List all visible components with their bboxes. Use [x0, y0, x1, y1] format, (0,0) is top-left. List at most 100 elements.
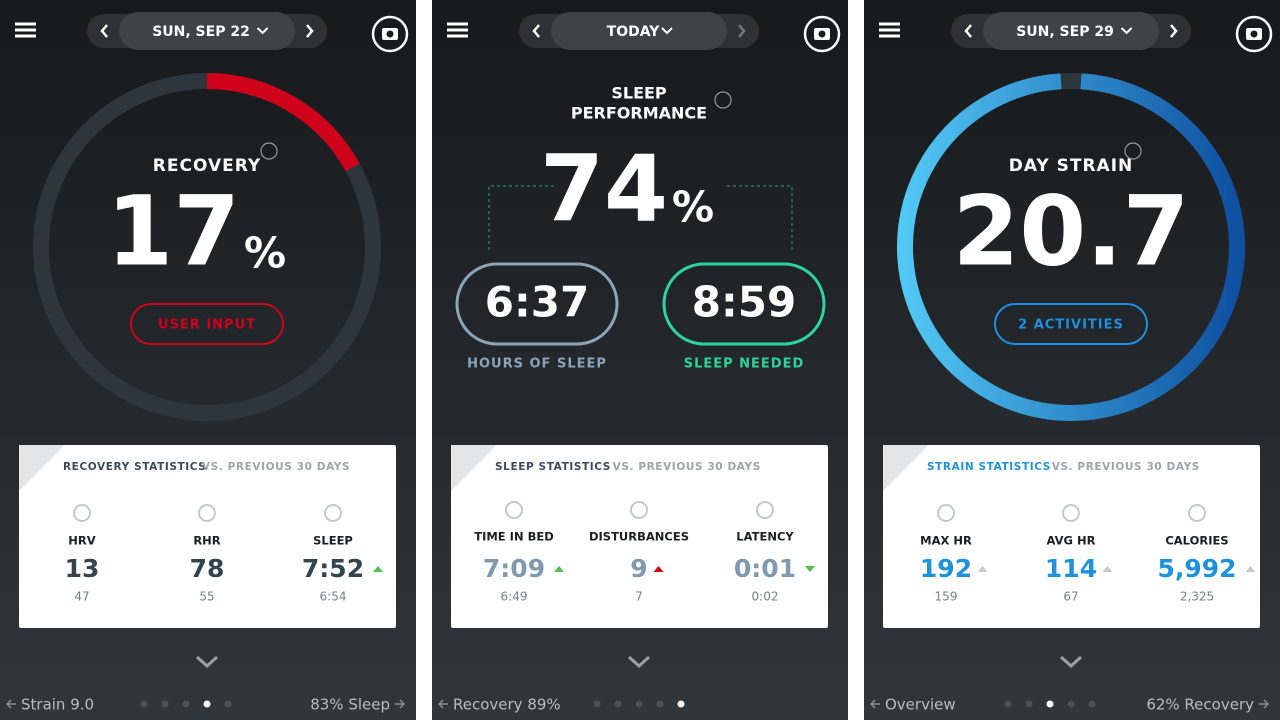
card-background: [883, 445, 1260, 628]
date-dropdown: [256, 27, 269, 35]
menu-line: [879, 22, 900, 26]
page-dot: [203, 700, 211, 708]
help-icon: [260, 142, 278, 160]
date-pill[interactable]: [551, 12, 727, 50]
camera-button[interactable]: [1235, 15, 1273, 53]
date-dropdown: [1120, 27, 1133, 35]
expand-chevron[interactable]: [1059, 655, 1083, 669]
action-label[interactable]: 2 ACTIVITIES: [1018, 318, 1124, 333]
card-subtitle: VS. PREVIOUS 30 DAYS: [613, 461, 761, 473]
menu-line: [15, 34, 36, 38]
stat-icon: [505, 501, 523, 519]
footer-left-arrow: [870, 699, 880, 709]
stat-previous: 0:02: [752, 590, 779, 604]
trend-arrow: [554, 566, 564, 572]
action-button[interactable]: [994, 303, 1148, 345]
page-dot: [224, 700, 232, 708]
footer-left-arrow: [438, 699, 448, 709]
expand-chevron[interactable]: [627, 655, 651, 669]
ring-arc: [897, 73, 1245, 421]
big-value: 74: [540, 135, 668, 242]
date-label[interactable]: SUN, SEP 22: [152, 24, 250, 40]
footer-left-arrow: [6, 699, 16, 709]
trend-arrow: [805, 566, 815, 572]
stat-icon: [1062, 504, 1080, 522]
card-title: SLEEP STATISTICS: [495, 461, 611, 473]
menu-button[interactable]: [447, 22, 468, 38]
stat-icon: [630, 501, 648, 519]
page-dot: [140, 700, 148, 708]
stat-icon: [756, 501, 774, 519]
menu-button[interactable]: [879, 22, 900, 38]
stat-label: LATENCY: [736, 530, 794, 544]
footer-left[interactable]: Overview: [885, 696, 956, 714]
menu-line: [447, 34, 468, 38]
stat-value: 9: [630, 554, 647, 583]
menu-line: [15, 28, 36, 32]
footer-left[interactable]: Recovery 89%: [453, 696, 561, 714]
page-dot: [161, 700, 169, 708]
prev-arrow[interactable]: [532, 24, 540, 38]
stat-value: 7:09: [483, 554, 545, 583]
date-pill[interactable]: [983, 12, 1159, 50]
sleep-pill: [455, 262, 619, 346]
date-label[interactable]: SUN, SEP 29: [1016, 24, 1114, 40]
camera-lens: [1250, 30, 1258, 38]
stat-icon: [73, 504, 91, 522]
pill-value: 6:37: [485, 278, 589, 327]
pill-label: HOURS OF SLEEP: [467, 357, 607, 372]
page-dot: [614, 700, 622, 708]
sleep-pill: [662, 262, 826, 346]
menu-line: [15, 22, 36, 26]
pill-value: 8:59: [692, 278, 796, 327]
card-subtitle: VS. PREVIOUS 30 DAYS: [1052, 461, 1200, 473]
trend-arrow: [1102, 566, 1113, 572]
prev-arrow[interactable]: [964, 24, 972, 38]
card-corner: [451, 445, 497, 491]
card-title: STRAIN STATISTICS: [927, 461, 1051, 473]
next-arrow[interactable]: [1170, 24, 1178, 38]
stat-previous: 55: [199, 590, 214, 604]
stat-label: SLEEP: [313, 534, 353, 548]
date-pill[interactable]: [119, 12, 295, 50]
ring-label: DAY STRAIN: [1009, 156, 1134, 176]
expand-chevron[interactable]: [195, 655, 219, 669]
camera-button[interactable]: [803, 15, 841, 53]
stat-value: 0:01: [734, 554, 796, 583]
camera-lens: [386, 30, 394, 38]
card-background: [451, 445, 828, 628]
trend-arrow: [373, 566, 383, 572]
page-dot: [182, 700, 190, 708]
stat-icon: [1188, 504, 1206, 522]
footer-right[interactable]: 83% Sleep: [310, 696, 390, 714]
prev-arrow[interactable]: [100, 24, 108, 38]
footer-right-arrow: [1259, 699, 1269, 709]
next-arrow[interactable]: [738, 24, 746, 38]
footer-left[interactable]: Strain 9.0: [21, 696, 94, 714]
date-dropdown: [661, 27, 673, 35]
action-button[interactable]: [130, 303, 284, 345]
page-dot: [635, 700, 643, 708]
ring-arc: [206, 73, 360, 172]
stat-label: TIME IN BED: [474, 530, 554, 544]
date-label[interactable]: TODAY: [607, 24, 661, 40]
stat-label: CALORIES: [1165, 534, 1228, 548]
stat-icon: [198, 504, 216, 522]
trend-arrow: [1245, 566, 1256, 572]
pill-label: SLEEP NEEDED: [684, 357, 805, 372]
next-arrow[interactable]: [306, 24, 314, 38]
camera-button[interactable]: [371, 15, 409, 53]
action-label[interactable]: USER INPUT: [158, 318, 256, 333]
stat-icon: [937, 504, 955, 522]
footer-right[interactable]: 62% Recovery: [1146, 696, 1254, 714]
page-dot: [656, 700, 664, 708]
stats-card: STRAIN STATISTICS VS. PREVIOUS 30 DAYS MAX…: [883, 445, 1260, 628]
card-subtitle: VS. PREVIOUS 30 DAYS: [202, 461, 350, 473]
card-background: [19, 445, 396, 628]
menu-button[interactable]: [15, 22, 36, 38]
